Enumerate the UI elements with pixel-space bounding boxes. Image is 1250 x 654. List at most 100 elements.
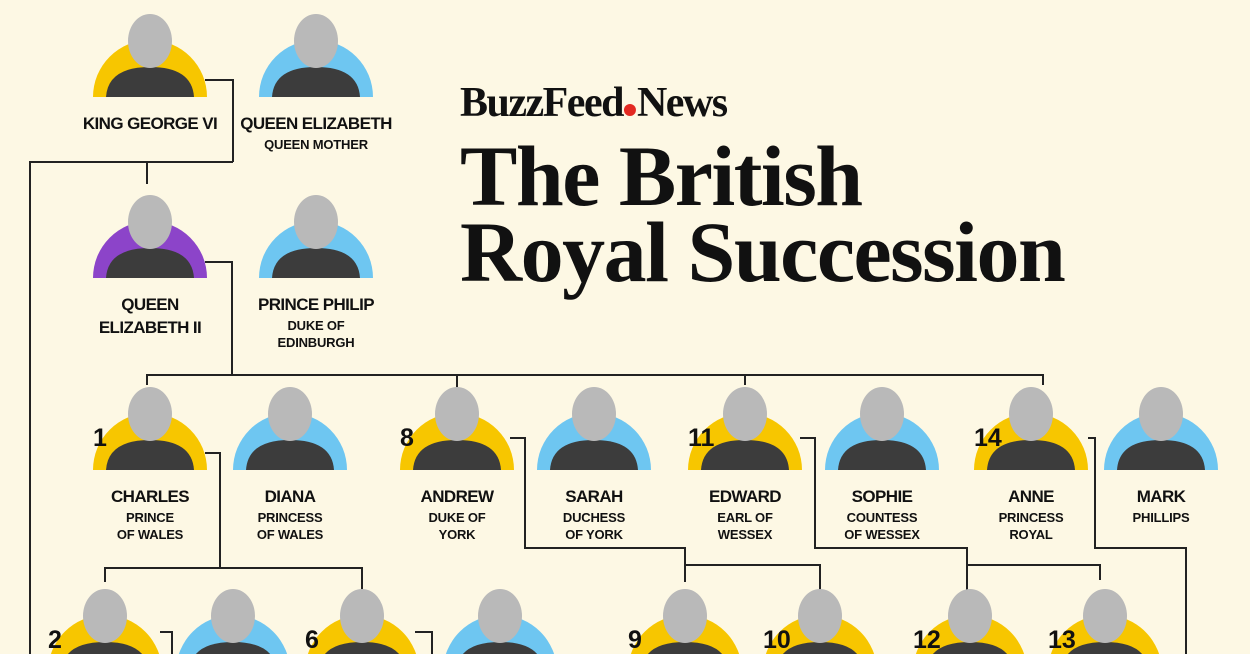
person (178, 589, 288, 654)
person: PRINCE PHILIP DUKE OF EDINBURGH (258, 195, 375, 350)
person-title: DUKE OF (428, 510, 485, 525)
portrait-shoulders (838, 440, 926, 470)
portrait-shoulders (106, 67, 194, 97)
brand-suffix: News (637, 80, 728, 126)
portrait-shoulders (272, 248, 360, 278)
portrait-shoulders (272, 67, 360, 97)
connector (415, 631, 433, 654)
connector (205, 261, 233, 375)
rank-number: 14 (974, 424, 1002, 452)
person: 12 (913, 589, 1025, 654)
title-line: The British (460, 128, 862, 224)
person: 1 CHARLES PRINCE OF WALES (93, 387, 207, 542)
portrait-shoulders (701, 440, 789, 470)
connector (205, 452, 221, 568)
portrait-shoulders (550, 440, 638, 470)
portrait-head (860, 387, 904, 441)
portrait-head (798, 589, 842, 643)
person: QUEEN ELIZABETH QUEEN MOTHER (240, 14, 393, 152)
rank-number: 1 (93, 424, 107, 452)
person (445, 589, 555, 654)
person: 13 (1048, 589, 1160, 654)
person-name: ANNE (1008, 487, 1054, 506)
person-title: OF WALES (257, 527, 324, 542)
portrait-head (83, 589, 127, 643)
connector (29, 161, 233, 654)
person-name: MARK (1137, 487, 1187, 506)
portrait-head (723, 387, 767, 441)
portrait-head (340, 589, 384, 643)
person-name: DIANA (265, 487, 316, 506)
person-name: QUEEN (121, 295, 179, 314)
person-name: SARAH (565, 487, 623, 506)
person: 2 (48, 589, 160, 654)
person-title: OF YORK (565, 527, 623, 542)
person: QUEEN ELIZABETH II (93, 195, 207, 337)
person: 6 (305, 589, 417, 654)
portrait-head (572, 387, 616, 441)
rank-number: 6 (305, 626, 319, 654)
person-title: DUKE OF (287, 318, 344, 333)
person-title: OF WALES (117, 527, 184, 542)
title-line: Royal Succession (460, 204, 1065, 300)
portrait-head (211, 589, 255, 643)
person: 9 (628, 589, 740, 654)
brand-dot (623, 104, 636, 116)
rank-number: 11 (688, 424, 715, 452)
connector (685, 564, 821, 590)
portrait-head (128, 195, 172, 249)
person-title: PHILLIPS (1133, 510, 1190, 525)
brand: BuzzFeed (460, 80, 624, 126)
portrait-shoulders (463, 642, 537, 654)
rank-number: 2 (48, 626, 62, 654)
rank-number: 8 (400, 424, 414, 452)
person-name: ELIZABETH II (99, 318, 201, 337)
portrait-shoulders (246, 440, 334, 470)
connector (1088, 437, 1187, 654)
connector (510, 437, 686, 582)
person-title: ROYAL (1009, 527, 1053, 542)
portrait-shoulders (413, 440, 501, 470)
portrait-head (663, 589, 707, 643)
person: 10 (763, 589, 875, 654)
person-title: OF WESSEX (844, 527, 920, 542)
portrait-head (435, 387, 479, 441)
person: 14 ANNE PRINCESS ROYAL (974, 387, 1088, 542)
connector (146, 374, 1044, 385)
connector (104, 567, 363, 590)
tree-lines (29, 79, 1187, 654)
person-name: QUEEN ELIZABETH (240, 114, 392, 133)
portrait-head (1083, 589, 1127, 643)
person-title: PRINCESS (258, 510, 323, 525)
person-name: CHARLES (111, 487, 189, 506)
person-title: PRINCESS (999, 510, 1064, 525)
connector (800, 437, 968, 590)
person-title: PRINCE (126, 510, 174, 525)
person-name: PRINCE PHILIP (258, 295, 374, 314)
portrait-shoulders (106, 248, 194, 278)
person-title: EDINBURGH (278, 335, 355, 350)
person: DIANA PRINCESS OF WALES (233, 387, 347, 542)
portrait-shoulders (783, 642, 857, 654)
portrait-head (1139, 387, 1183, 441)
person-title: WESSEX (718, 527, 773, 542)
connector (205, 79, 234, 162)
person: SARAH DUCHESS OF YORK (537, 387, 651, 542)
connector (160, 631, 173, 654)
portrait-shoulders (68, 642, 142, 654)
portrait-head (128, 14, 172, 68)
portrait-shoulders (933, 642, 1007, 654)
person-name: SOPHIE (852, 487, 913, 506)
portrait-shoulders (106, 440, 194, 470)
person-name: EDWARD (709, 487, 781, 506)
rank-number: 9 (628, 626, 642, 654)
portrait-head (294, 14, 338, 68)
person-title: DUCHESS (563, 510, 626, 525)
portrait-shoulders (325, 642, 399, 654)
person: 8 ANDREW DUKE OF YORK (400, 387, 514, 542)
person-title: EARL OF (717, 510, 773, 525)
person: 11 EDWARD EARL OF WESSEX (688, 387, 802, 542)
person-name: ANDREW (421, 487, 495, 506)
portrait-shoulders (1068, 642, 1142, 654)
